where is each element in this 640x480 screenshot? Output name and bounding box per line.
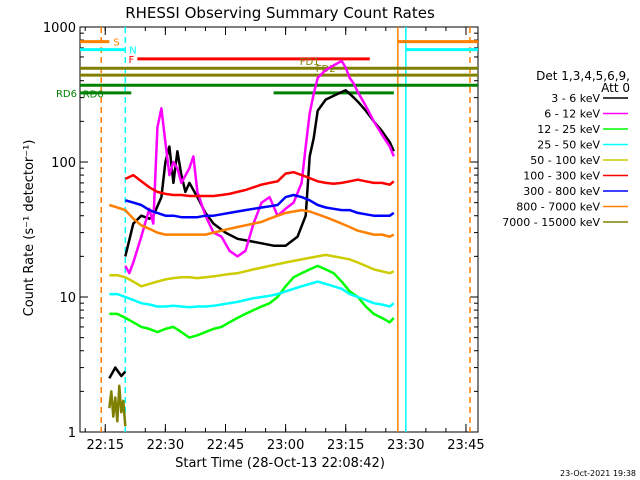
x-tick-label: 22:15: [87, 438, 124, 453]
legend-label: 50 - 100 keV: [530, 154, 600, 167]
x-tick-label: 23:00: [267, 438, 304, 453]
x-tick-label: 22:30: [147, 438, 184, 453]
y-tick-label: 1: [68, 426, 76, 441]
y-tick-label: 100: [51, 156, 76, 171]
legend-label: 800 - 7000 keV: [516, 201, 600, 214]
legend-label: 7000 - 15000 keV: [502, 216, 600, 229]
flag-label: FD1: [300, 57, 320, 68]
x-tick-label: 23:45: [447, 438, 484, 453]
series-line: [124, 170, 395, 198]
series-line: [109, 264, 395, 339]
x-tick-label: 23:30: [387, 438, 424, 453]
flag-label: S: [113, 38, 119, 49]
legend-label: 12 - 25 keV: [537, 123, 600, 136]
y-axis-label: Count Rate (s⁻¹ detector⁻¹): [22, 140, 37, 317]
plot-area: 1 10 100 1000 22:15 22:30 22:45 23:00 23:15 23:30…: [43, 21, 485, 453]
series-line: [108, 203, 395, 238]
x-axis-label: Start Time (28-Oct-13 22:08:42): [175, 456, 385, 471]
series-line: [109, 280, 395, 309]
y-tick-label: 1000: [43, 21, 76, 36]
flag-label: N: [129, 46, 136, 57]
series-line: [124, 193, 395, 219]
x-tick-label: 22:45: [207, 438, 244, 453]
series-line: [109, 253, 395, 288]
series-line: [124, 89, 395, 257]
legend-detector-list: Det 1,3,4,5,6,9,: [536, 69, 630, 83]
flag-label: RD6: [56, 89, 77, 100]
legend-label: 25 - 50 keV: [537, 139, 600, 152]
legend-label: 6 - 12 keV: [544, 108, 600, 121]
legend: 3 - 6 keV 6 - 12 keV 12 - 25 keV 25 - 50 ke…: [502, 92, 628, 229]
legend-attenuator-state: Att 0: [601, 81, 630, 95]
flag-label: F: [129, 55, 135, 66]
legend-label: 300 - 800 keV: [523, 185, 600, 198]
legend-label: 3 - 6 keV: [551, 92, 600, 105]
x-tick-label: 23:15: [327, 438, 364, 453]
legend-label: 100 - 300 keV: [523, 170, 600, 183]
flag-label: RD0: [83, 89, 104, 100]
plot-frame: [79, 26, 479, 433]
series-line: [108, 366, 127, 379]
y-tick-label: 10: [59, 291, 76, 306]
date-stamp: 23-Oct-2021 19:38: [560, 469, 636, 478]
chart-title: RHESSI Observing Summary Count Rates: [125, 4, 435, 22]
series-line: [108, 384, 127, 427]
